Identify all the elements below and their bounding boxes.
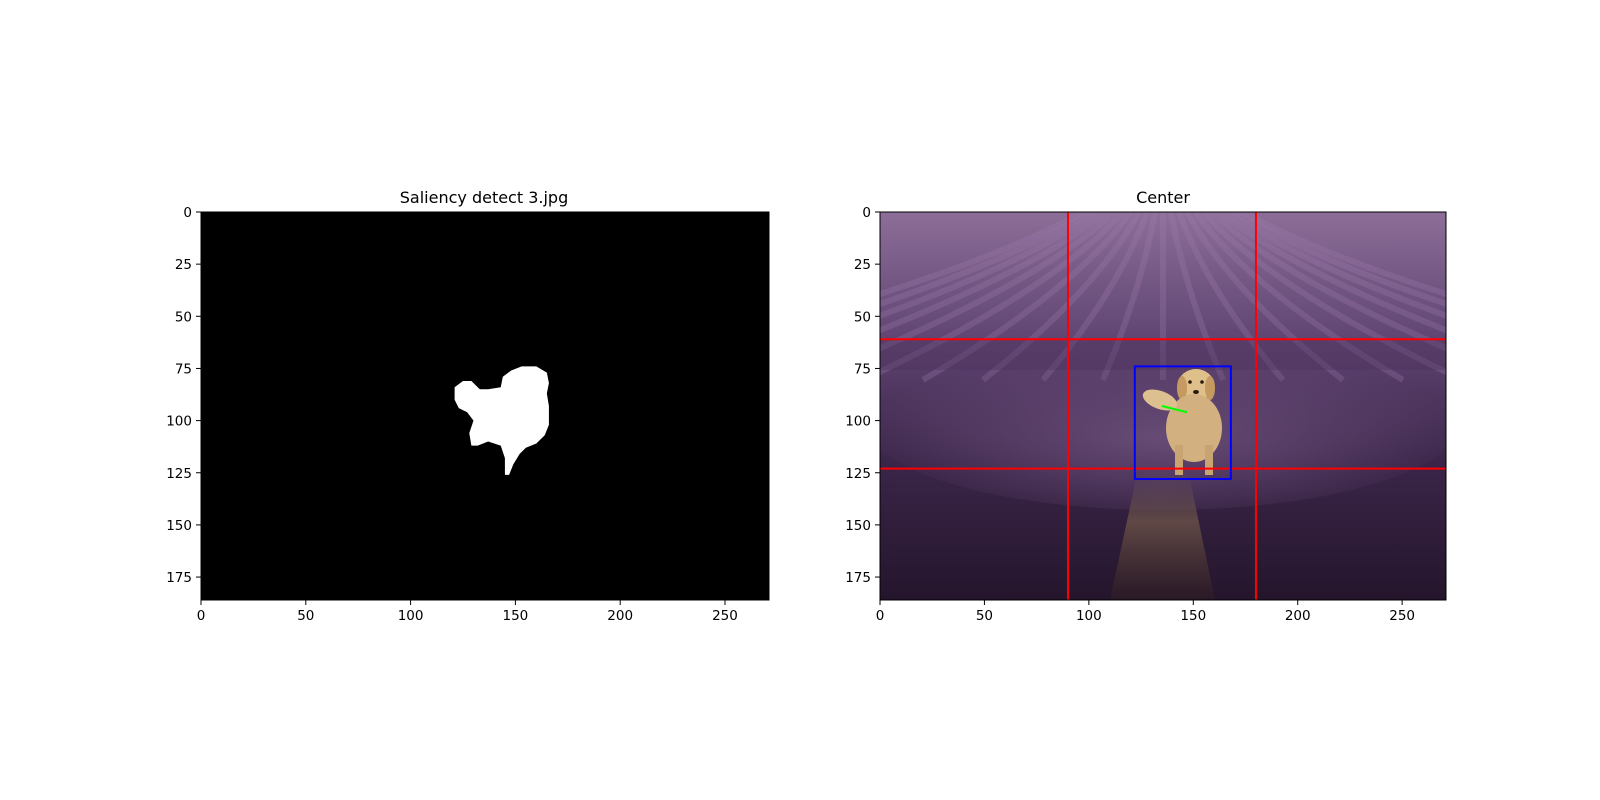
x-tick-label: 50 [976, 608, 993, 624]
center-frame [879, 211, 1447, 601]
saliency-panel: Saliency detect 3.jpg 0 50 100 150 200 250 0 2… [166, 188, 770, 624]
y-tick-label: 75 [175, 361, 192, 377]
x-tick-label: 100 [398, 608, 424, 624]
saliency-mask [454, 366, 549, 475]
center-title: Center [1136, 188, 1190, 207]
y-tick-label: 25 [175, 257, 192, 273]
y-tick-label: 125 [845, 466, 871, 482]
y-tick-label: 0 [183, 205, 192, 221]
y-tick-label: 150 [845, 518, 871, 534]
y-tick-label: 50 [175, 309, 192, 325]
y-tick-label: 0 [862, 205, 871, 221]
center-y-ticks: 0 25 50 75 100 125 150 175 [845, 205, 880, 586]
x-tick-label: 150 [503, 608, 529, 624]
x-tick-label: 0 [876, 608, 885, 624]
saliency-x-ticks: 0 50 100 150 200 250 [197, 600, 738, 624]
center-x-ticks: 0 50 100 150 200 250 [876, 600, 1415, 624]
x-tick-label: 50 [297, 608, 314, 624]
y-tick-label: 50 [854, 309, 871, 325]
y-tick-label: 150 [166, 518, 192, 534]
saliency-title: Saliency detect 3.jpg [400, 188, 568, 207]
y-tick-label: 125 [166, 466, 192, 482]
y-tick-label: 100 [845, 414, 871, 430]
rule-of-thirds-lines [880, 212, 1446, 600]
y-tick-label: 100 [166, 414, 192, 430]
x-tick-label: 200 [607, 608, 633, 624]
saliency-frame [200, 211, 770, 601]
y-tick-label: 175 [166, 570, 192, 586]
x-tick-label: 150 [1180, 608, 1206, 624]
direction-line [1161, 405, 1188, 414]
x-tick-label: 200 [1285, 608, 1311, 624]
y-tick-label: 25 [854, 257, 871, 273]
x-tick-label: 0 [197, 608, 206, 624]
subject-bounding-box [1133, 365, 1232, 481]
x-tick-label: 100 [1076, 608, 1102, 624]
y-tick-label: 175 [845, 570, 871, 586]
center-panel: Center 0 50 100 150 200 250 0 25 50 [845, 188, 1447, 624]
x-tick-label: 250 [1389, 608, 1415, 624]
x-tick-label: 250 [712, 608, 738, 624]
saliency-y-ticks: 0 25 50 75 100 125 150 175 [166, 205, 201, 586]
y-tick-label: 75 [854, 361, 871, 377]
